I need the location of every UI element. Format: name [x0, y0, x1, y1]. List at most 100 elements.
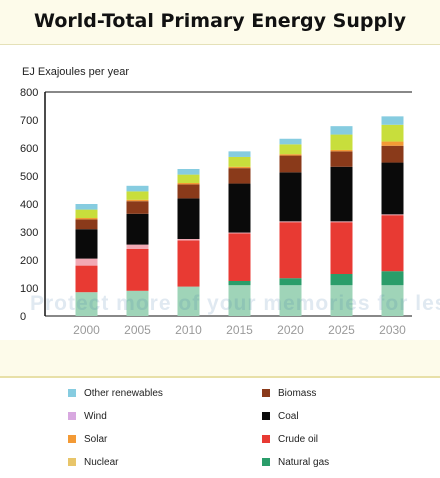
bar-segment — [75, 229, 98, 259]
bar-segment — [330, 151, 353, 167]
legend-swatch — [68, 412, 76, 420]
bar-segment — [228, 151, 251, 157]
bar-segment — [279, 155, 302, 173]
legend-swatch — [68, 458, 76, 466]
bar-segment — [126, 201, 149, 214]
bar-segment — [279, 172, 302, 222]
y-axis-label: EJ Exajoules per year — [22, 66, 129, 78]
bar-segment — [228, 156, 251, 167]
bar-segment — [177, 239, 200, 241]
bar-segment — [75, 292, 98, 316]
legend-label: Natural gas — [278, 456, 330, 468]
bar-segment — [381, 285, 404, 316]
bar-segment — [126, 213, 149, 245]
y-tick-label: 0 — [20, 311, 26, 323]
y-tick-label: 100 — [20, 283, 38, 295]
legend-swatch — [68, 389, 76, 397]
bar-segment — [279, 154, 302, 156]
bar-segment — [177, 198, 200, 239]
legend-item: Biomass — [262, 386, 316, 400]
x-tick-label: 2030 — [379, 323, 406, 337]
bar-segment — [279, 144, 302, 155]
bar-segment — [381, 145, 404, 163]
bar-segment — [330, 134, 353, 150]
legend-item: Solar — [68, 432, 107, 446]
legend-item: Natural gas — [262, 455, 329, 469]
bar-segment — [126, 199, 149, 202]
bar-segment — [228, 233, 251, 281]
bar-segment — [330, 222, 353, 274]
legend-swatch — [262, 412, 270, 420]
x-tick-label: 2010 — [175, 323, 202, 337]
legend-label: Nuclear — [84, 456, 119, 468]
legend-label: Biomass — [278, 387, 317, 399]
x-tick-label: 2020 — [277, 323, 304, 337]
legend-label: Crude oil — [278, 433, 319, 445]
bar-segment — [228, 183, 251, 233]
bar-segment — [177, 174, 200, 183]
y-tick-label: 400 — [20, 199, 38, 211]
bar-segment — [126, 290, 149, 316]
bar-segment — [75, 219, 98, 230]
bar-segment — [177, 240, 200, 287]
legend-label: Solar — [84, 433, 108, 445]
bar-segment — [381, 162, 404, 215]
bar-segment — [279, 138, 302, 145]
bar-segment — [177, 286, 200, 316]
bar-segment — [177, 169, 200, 175]
bar-segment — [381, 116, 404, 125]
legend-item: Wind — [68, 409, 107, 423]
bar-segment — [330, 221, 353, 223]
y-tick-label: 500 — [20, 171, 38, 183]
bar-segment — [126, 244, 149, 249]
bar-segment — [279, 222, 302, 279]
bar-segment — [381, 215, 404, 272]
y-tick-label: 800 — [20, 87, 38, 99]
legend-label: Other renewables — [84, 387, 163, 399]
legend-item: Coal — [262, 409, 299, 423]
legend-swatch — [262, 389, 270, 397]
watermark-text: Protect more of your memories for less! — [30, 292, 440, 315]
y-tick-label: 200 — [20, 255, 38, 267]
bar-segment — [330, 166, 353, 222]
bar-segment — [126, 248, 149, 291]
y-tick-label: 700 — [20, 115, 38, 127]
bar-segment — [381, 271, 404, 286]
bar-segment — [228, 232, 251, 234]
bar-segment — [381, 141, 404, 146]
bar-segment — [279, 221, 302, 223]
bar-segment — [177, 183, 200, 185]
bar-chart: 0 100 200 300 400 500 600 700 800 2000 2005 2010 201… — [20, 87, 412, 337]
bar-segment — [75, 204, 98, 210]
bar-segment — [75, 258, 98, 266]
bar-segment — [228, 166, 251, 169]
bar-segment — [330, 274, 353, 286]
bar-segment — [279, 285, 302, 316]
legend-swatch — [262, 435, 270, 443]
bar-segment — [75, 265, 98, 293]
x-tick-label: 2015 — [226, 323, 253, 337]
x-tick-label: 2005 — [124, 323, 151, 337]
bar-segment — [330, 285, 353, 316]
chart-panel — [0, 44, 440, 341]
legend: Other renewables Biomass Wind Coal Solar Crud… — [0, 376, 440, 478]
bar-segment — [228, 285, 251, 316]
bar-segment — [330, 149, 353, 152]
bar-segment — [75, 209, 98, 218]
bar-segment — [330, 126, 353, 135]
title-bar: World-Total Primary Energy Supply — [0, 0, 440, 44]
bar-segment — [126, 191, 149, 200]
divider-band — [0, 340, 440, 376]
legend-label: Wind — [84, 410, 107, 422]
bar-segment — [381, 124, 404, 142]
legend-swatch — [262, 458, 270, 466]
bar-segment — [228, 168, 251, 184]
bar-segment — [279, 278, 302, 286]
bar-segment — [177, 184, 200, 199]
bar-segment — [381, 214, 404, 216]
bar-segment — [228, 281, 251, 286]
bar-segment — [75, 218, 98, 220]
legend-label: Coal — [278, 410, 299, 422]
legend-item: Other renewables — [68, 386, 163, 400]
